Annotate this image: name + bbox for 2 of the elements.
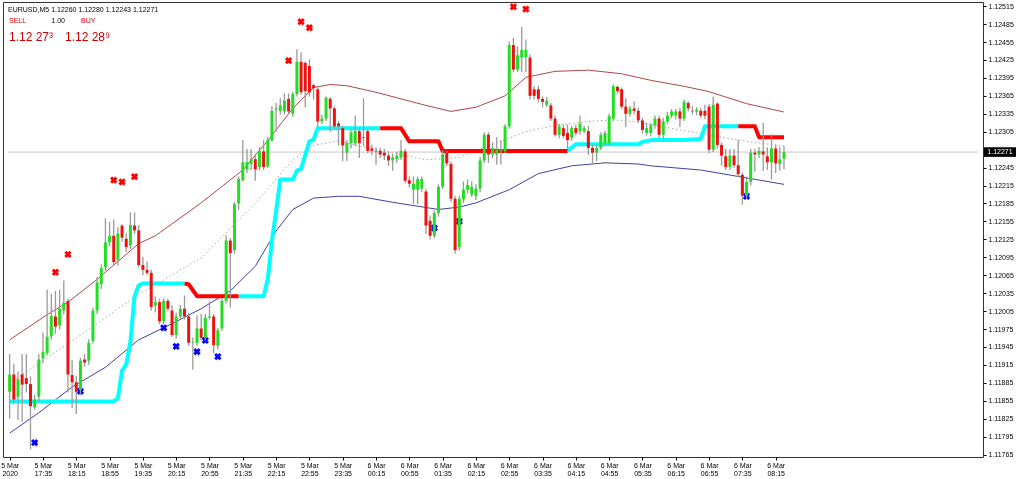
annotation: 1.12 27³ bbox=[9, 30, 54, 44]
annotation: 1.12 28⁹ bbox=[65, 30, 111, 44]
